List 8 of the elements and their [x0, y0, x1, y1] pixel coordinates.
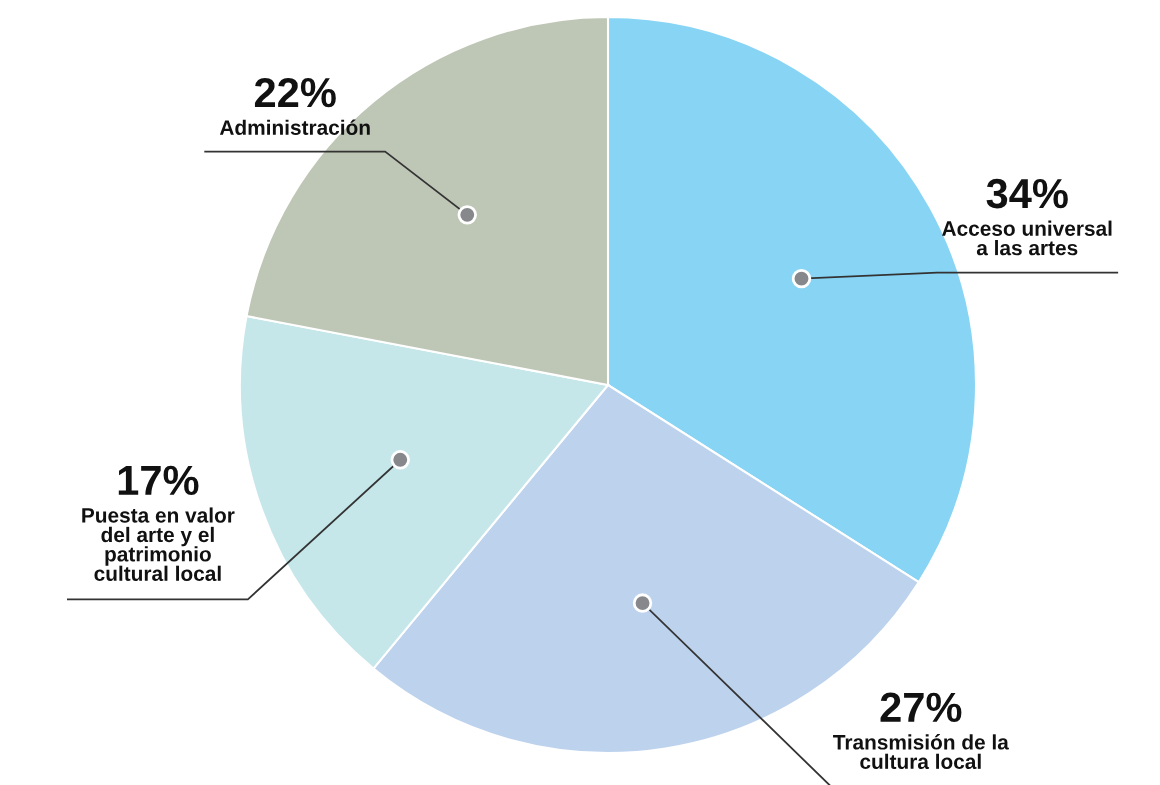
data-label: 22% — [254, 77, 336, 108]
data-label: 27% — [880, 692, 962, 722]
slice-label: Acceso universal a las artes — [942, 220, 1112, 256]
slice-label: Transmisión de la cultura local — [833, 734, 1009, 770]
slice-label: Administración — [219, 119, 370, 135]
slice-label: Puesta en valor del arte y el patrimonio cultural local — [82, 507, 235, 581]
data-label: 34% — [986, 178, 1068, 209]
data-label: 17% — [118, 465, 199, 496]
